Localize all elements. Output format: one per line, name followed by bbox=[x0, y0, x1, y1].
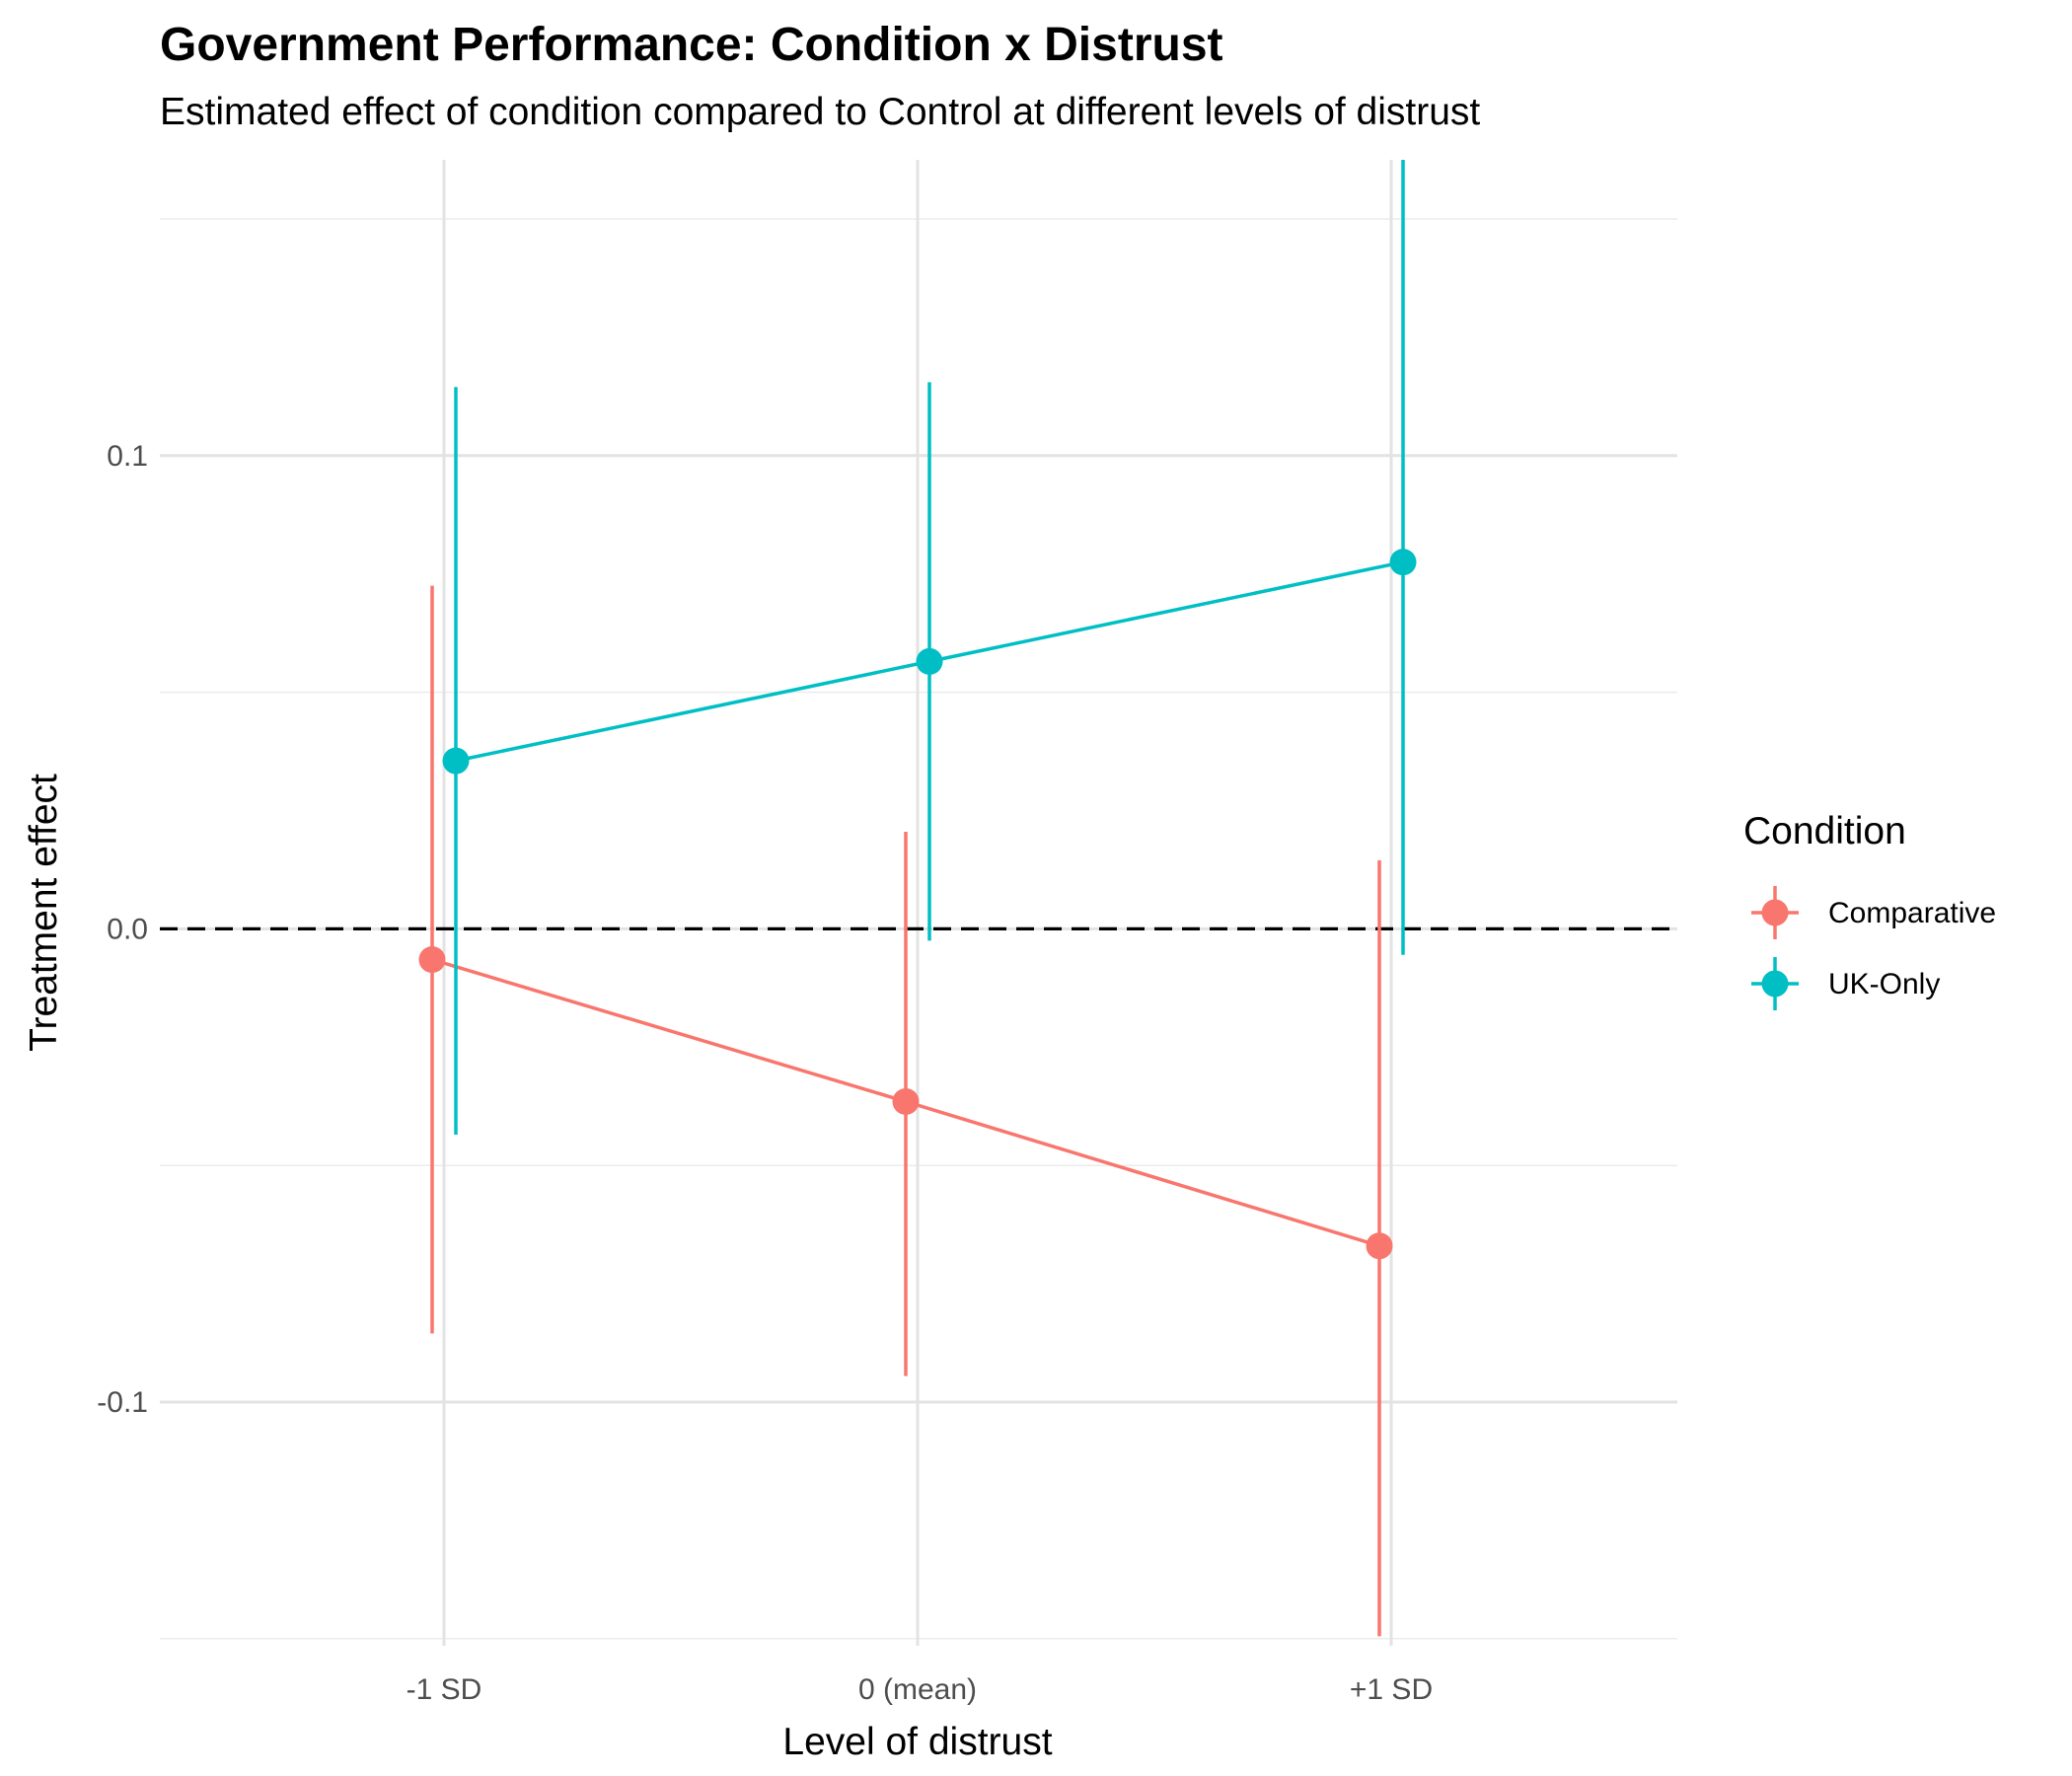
y-tick-label: 0.0 bbox=[107, 913, 148, 945]
y-tick-label: 0.1 bbox=[107, 440, 148, 473]
chart-title: Government Performance: Condition x Dist… bbox=[160, 19, 1223, 71]
x-tick-label: -1 SD bbox=[407, 1673, 482, 1706]
legend-item: Comparative bbox=[1751, 886, 1996, 939]
x-tick-label: 0 (mean) bbox=[858, 1673, 977, 1706]
series-comparative bbox=[418, 585, 1393, 1637]
series-layer bbox=[418, 160, 1417, 1637]
legend: Condition Comparative UK-Only bbox=[1743, 810, 1996, 1010]
data-point bbox=[1389, 549, 1417, 576]
series-uk-only bbox=[442, 160, 1417, 1136]
data-point bbox=[916, 647, 943, 675]
y-tick-label: -0.1 bbox=[97, 1386, 148, 1419]
chart-subtitle: Estimated effect of condition compared t… bbox=[160, 91, 1481, 133]
legend-key-point bbox=[1761, 970, 1789, 998]
grid-layer bbox=[160, 160, 1677, 1646]
data-point bbox=[1366, 1232, 1393, 1260]
legend-label: UK-Only bbox=[1828, 968, 1940, 1000]
legend-item: UK-Only bbox=[1751, 957, 1940, 1010]
data-point bbox=[418, 946, 446, 974]
legend-title: Condition bbox=[1743, 810, 1906, 852]
legend-key-point bbox=[1761, 899, 1789, 926]
legend-label: Comparative bbox=[1828, 897, 1996, 929]
axis-layer: Level of distrust Treatment effect -0.1 0… bbox=[23, 440, 1433, 1763]
x-axis-title: Level of distrust bbox=[782, 1721, 1052, 1763]
data-point bbox=[892, 1087, 920, 1115]
y-axis-title: Treatment effect bbox=[23, 774, 65, 1052]
x-tick-label: +1 SD bbox=[1350, 1673, 1433, 1706]
data-point bbox=[442, 747, 470, 775]
